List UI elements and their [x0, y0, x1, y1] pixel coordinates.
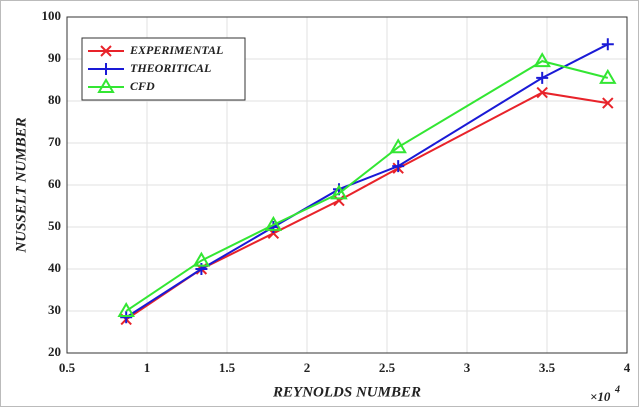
marker [392, 160, 405, 173]
y-tick-label: 40 [48, 260, 61, 275]
legend-marker [100, 45, 112, 57]
x-axis-label: REYNOLDS NUMBER [272, 384, 421, 400]
marker [533, 52, 551, 68]
y-tick-label: 90 [48, 50, 61, 65]
marker [330, 184, 348, 200]
marker [120, 311, 133, 324]
legend-marker [97, 78, 115, 93]
plot-area [66, 16, 628, 354]
x-tick-label: 1.5 [219, 360, 236, 375]
marker [264, 215, 283, 231]
legend-label: CFD [130, 79, 155, 93]
marker [389, 138, 407, 154]
y-tick-label: 80 [48, 92, 61, 107]
marker [192, 251, 211, 267]
y-tick-label: 30 [48, 302, 61, 317]
legend-label: THEORITICAL [130, 61, 211, 75]
y-tick-label: 100 [42, 8, 62, 23]
marker [599, 68, 617, 84]
legend-marker [100, 63, 112, 75]
x-scale-label: ×10 [590, 389, 611, 404]
marker [536, 71, 549, 84]
x-tick-label: 1 [144, 360, 151, 375]
x-tick-label: 0.5 [59, 360, 76, 375]
marker [333, 194, 345, 207]
marker [601, 38, 614, 51]
x-tick-label: 4 [624, 360, 631, 375]
x-tick-label: 2 [304, 360, 311, 375]
series-line [125, 60, 609, 312]
legend-label: EXPERIMENTAL [129, 43, 223, 57]
marker [602, 97, 614, 109]
x-tick-label: 2.5 [379, 360, 396, 375]
y-axis-label: NUSSELT NUMBER [13, 117, 29, 253]
marker [536, 86, 548, 99]
marker [117, 302, 135, 317]
y-tick-label: 50 [48, 218, 61, 233]
x-tick-label: 3.5 [539, 360, 556, 375]
x-tick-label: 3 [464, 360, 471, 375]
y-tick-label: 20 [48, 344, 61, 359]
y-tick-label: 60 [48, 176, 61, 191]
x-scale-exponent: 4 [614, 384, 620, 395]
y-tick-label: 70 [48, 134, 61, 149]
